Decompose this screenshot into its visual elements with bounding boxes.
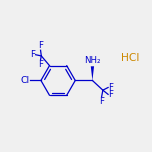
- Polygon shape: [91, 66, 94, 80]
- Text: F: F: [38, 60, 43, 69]
- Text: F: F: [108, 90, 113, 99]
- Text: F: F: [30, 50, 35, 59]
- Text: F: F: [99, 97, 104, 106]
- Text: HCl: HCl: [121, 53, 140, 63]
- Text: F: F: [38, 41, 43, 50]
- Text: NH₂: NH₂: [84, 56, 101, 65]
- Text: F: F: [108, 83, 113, 92]
- Text: Cl: Cl: [20, 76, 29, 85]
